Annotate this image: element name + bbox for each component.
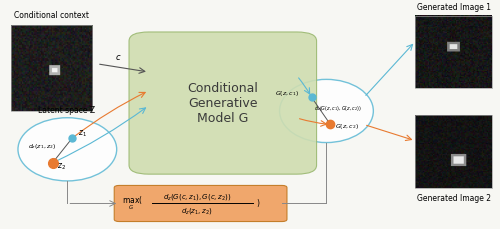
Text: $d_z(G(z,c_1),G(z,c_2))$: $d_z(G(z,c_1),G(z,c_2))$ <box>314 104 362 113</box>
Ellipse shape <box>18 118 116 181</box>
Text: $z_2$: $z_2$ <box>58 161 66 172</box>
Text: $z_1$: $z_1$ <box>78 128 87 139</box>
Text: Conditional
Generative
Model G: Conditional Generative Model G <box>188 82 258 125</box>
Ellipse shape <box>280 79 374 143</box>
Text: $G(z,c_1)$: $G(z,c_1)$ <box>274 89 298 98</box>
FancyBboxPatch shape <box>129 32 316 174</box>
Text: $d_z(G(c,z_1),G(c,z_2))$: $d_z(G(c,z_1),G(c,z_2))$ <box>163 191 232 202</box>
Text: Latent space Z: Latent space Z <box>38 106 95 115</box>
Text: Generated Image 2: Generated Image 2 <box>416 194 490 203</box>
Text: $)$: $)$ <box>256 197 260 210</box>
Text: $d_z(z_1,z_2)$: $d_z(z_1,z_2)$ <box>28 142 56 151</box>
Text: Generated Image 1: Generated Image 1 <box>416 3 490 12</box>
Text: Conditional context: Conditional context <box>14 11 89 19</box>
Text: $d_z(z_1,z_2)$: $d_z(z_1,z_2)$ <box>182 206 213 216</box>
Text: $\max_G($: $\max_G($ <box>122 195 142 212</box>
Text: $G(z,c_2)$: $G(z,c_2)$ <box>336 122 359 131</box>
Text: c: c <box>116 53 120 63</box>
FancyBboxPatch shape <box>114 185 287 221</box>
